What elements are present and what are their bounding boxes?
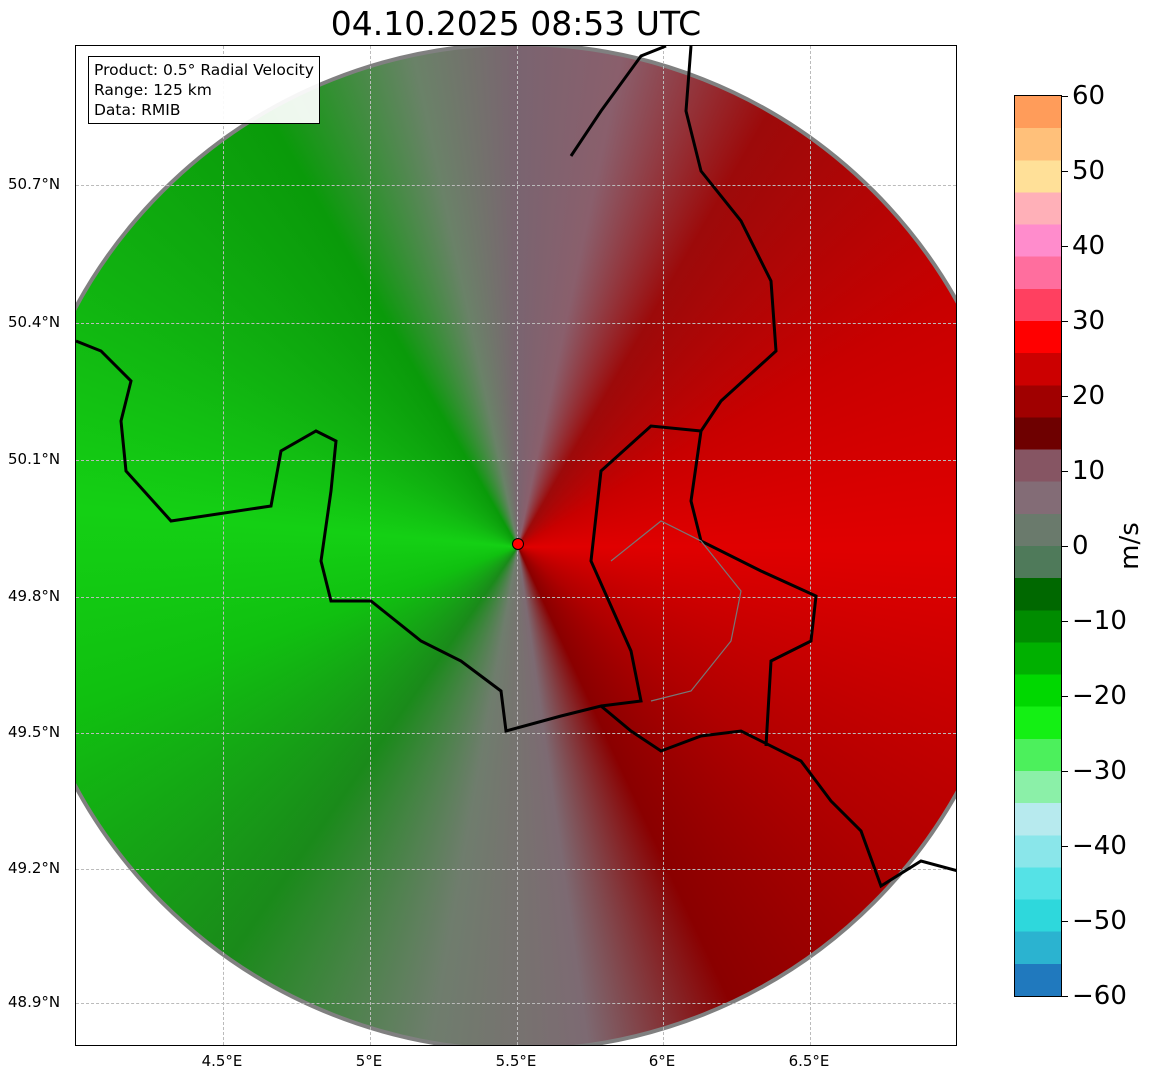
colorbar-tick-label: −20 xyxy=(1062,681,1127,711)
gridline xyxy=(223,46,224,1045)
y-tick-label: 49.8°N xyxy=(8,587,61,605)
y-tick-label: 49.5°N xyxy=(8,723,61,741)
map-title: 04.10.2025 08:53 UTC xyxy=(330,4,702,43)
gridline xyxy=(76,1003,956,1004)
colorbar-tick-label: 40 xyxy=(1062,231,1105,261)
y-tick-label: 48.9°N xyxy=(8,993,61,1011)
x-tick-label: 6°E xyxy=(648,1052,676,1070)
colorbar-unit-label: m/s xyxy=(1115,522,1145,570)
y-tick-label: 50.4°N xyxy=(8,313,61,331)
gridline xyxy=(76,460,956,461)
colorbar xyxy=(1014,95,1062,997)
info-product: Product: 0.5° Radial Velocity xyxy=(94,61,314,79)
y-tick-label: 50.7°N xyxy=(8,175,61,193)
colorbar-tick-label: −50 xyxy=(1062,906,1127,936)
y-tick-label: 49.2°N xyxy=(8,859,61,877)
colorbar-tick-label: 10 xyxy=(1062,456,1105,486)
colorbar-tick-label: −30 xyxy=(1062,756,1127,786)
info-range: Range: 125 km xyxy=(94,81,212,99)
gridline xyxy=(663,46,664,1045)
gridline xyxy=(76,185,956,186)
product-info-box: Product: 0.5° Radial Velocity Range: 125… xyxy=(88,56,320,124)
radar-map[interactable] xyxy=(75,45,957,1046)
gridline xyxy=(370,46,371,1045)
y-tick-label: 50.1°N xyxy=(8,450,61,468)
colorbar-tick-label: −40 xyxy=(1062,831,1127,861)
colorbar-tick-label: 0 xyxy=(1062,531,1089,561)
colorbar-tick-label: 60 xyxy=(1062,81,1105,111)
colorbar-tick-label: −60 xyxy=(1062,981,1127,1011)
gridline xyxy=(76,323,956,324)
colorbar-tick-label: 50 xyxy=(1062,156,1105,186)
gridline xyxy=(76,869,956,870)
gridline xyxy=(76,733,956,734)
colorbar-tick-label: 30 xyxy=(1062,306,1105,336)
info-data-source: Data: RMIB xyxy=(94,101,181,119)
colorbar-tick-label: −10 xyxy=(1062,606,1127,636)
country-borders xyxy=(76,46,956,889)
gridline xyxy=(76,597,956,598)
x-tick-label: 5°E xyxy=(355,1052,383,1070)
x-tick-label: 6.5°E xyxy=(788,1052,830,1070)
x-tick-label: 5.5°E xyxy=(495,1052,537,1070)
gridline xyxy=(810,46,811,1045)
colorbar-tick-label: 20 xyxy=(1062,381,1105,411)
radar-site-marker xyxy=(512,538,524,550)
x-tick-label: 4.5°E xyxy=(201,1052,243,1070)
